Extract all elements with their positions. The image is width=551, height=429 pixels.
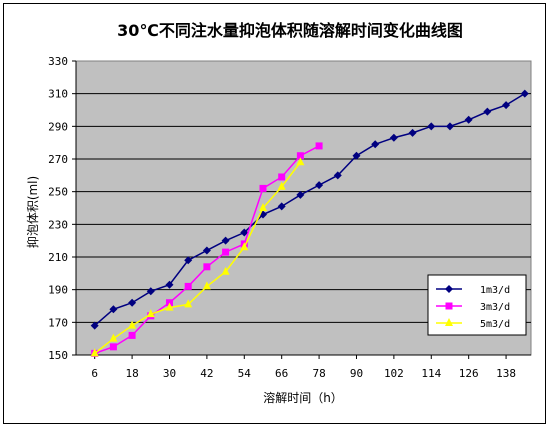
data-point <box>520 89 529 98</box>
legend-marker <box>445 318 453 326</box>
data-point <box>109 343 117 351</box>
legend-box <box>427 274 527 336</box>
legend-label: 5m3/d <box>480 319 510 330</box>
y-tick-label: 170 <box>48 316 68 329</box>
data-point <box>296 157 305 166</box>
x-axis-label: 溶解时间（h） <box>263 390 343 405</box>
y-tick-label: 150 <box>48 349 68 362</box>
data-point <box>221 236 230 245</box>
y-tick-label: 270 <box>48 153 68 166</box>
data-point <box>203 263 211 271</box>
y-tick-label: 250 <box>48 186 68 199</box>
data-point <box>128 331 136 339</box>
legend-marker <box>445 285 453 293</box>
series-lines <box>90 89 529 357</box>
data-point <box>258 203 267 211</box>
legend-item: 1m3/d <box>436 285 510 296</box>
x-tick-label: 66 <box>275 367 288 380</box>
x-axis: 6 18 30 42 54 66 78 90 102 114 126 138 <box>76 354 531 380</box>
data-point <box>165 302 174 311</box>
legend: 1m3/d 3m3/d 5m3/d <box>427 274 527 336</box>
data-point <box>296 152 304 160</box>
series-1m3/d <box>90 89 529 330</box>
data-point <box>90 321 99 330</box>
data-point <box>222 248 230 256</box>
x-tick-label: 102 <box>384 367 404 380</box>
data-point <box>109 333 118 342</box>
data-point <box>464 115 473 124</box>
chart-title: 30℃不同注水量抑泡体积随溶解时间变化曲线图 <box>117 21 463 40</box>
legend-item: 3m3/d <box>436 302 510 313</box>
data-point <box>371 140 380 149</box>
y-tick-label: 230 <box>48 218 68 231</box>
y-tick-label: 310 <box>48 88 68 101</box>
data-point <box>278 173 286 181</box>
legend-item: 5m3/d <box>436 318 510 330</box>
data-point <box>165 280 174 289</box>
series-line <box>94 93 526 327</box>
data-point <box>202 246 211 255</box>
data-point <box>352 151 361 160</box>
data-point <box>146 309 155 318</box>
data-point <box>315 181 324 190</box>
y-axis: 150 170 190 210 230 250 270 290 310 330 <box>48 55 77 362</box>
x-tick-label: 126 <box>459 367 479 380</box>
data-point <box>202 281 211 290</box>
data-point <box>445 122 454 131</box>
y-tick-label: 190 <box>48 284 68 297</box>
data-point <box>128 320 137 329</box>
legend-label: 3m3/d <box>480 302 510 313</box>
data-point <box>389 133 398 142</box>
y-tick-label: 210 <box>48 251 68 264</box>
legend-label: 1m3/d <box>480 285 510 296</box>
data-point <box>240 228 249 237</box>
x-tick-label: 30 <box>163 367 176 380</box>
x-tick-label: 90 <box>350 367 363 380</box>
data-point <box>184 282 192 290</box>
y-tick-label: 290 <box>48 120 68 133</box>
data-point <box>483 107 492 116</box>
data-point <box>221 266 230 275</box>
data-point <box>184 299 193 308</box>
data-point <box>128 298 137 307</box>
x-tick-label: 18 <box>125 367 138 380</box>
data-point <box>502 101 511 110</box>
legend-marker <box>445 302 453 310</box>
data-point <box>296 190 305 199</box>
data-point <box>109 305 118 314</box>
x-tick-label: 54 <box>238 367 252 380</box>
x-tick-label: 138 <box>496 367 516 380</box>
data-point <box>277 202 286 211</box>
y-tick-label: 330 <box>48 55 68 68</box>
data-point <box>240 242 249 251</box>
series-5m3/d <box>90 157 305 357</box>
y-axis-label: 抑泡体积(ml) <box>25 176 40 248</box>
x-tick-label: 78 <box>312 367 325 380</box>
data-point <box>315 142 323 150</box>
data-point <box>184 256 193 265</box>
data-point <box>427 122 436 131</box>
data-point <box>146 287 155 296</box>
data-point <box>259 184 267 192</box>
x-tick-label: 42 <box>200 367 213 380</box>
data-point <box>90 348 99 357</box>
data-point <box>333 171 342 180</box>
data-point <box>408 128 417 137</box>
x-tick-label: 6 <box>91 367 98 380</box>
data-point <box>277 181 286 190</box>
x-tick-label: 114 <box>421 367 441 380</box>
